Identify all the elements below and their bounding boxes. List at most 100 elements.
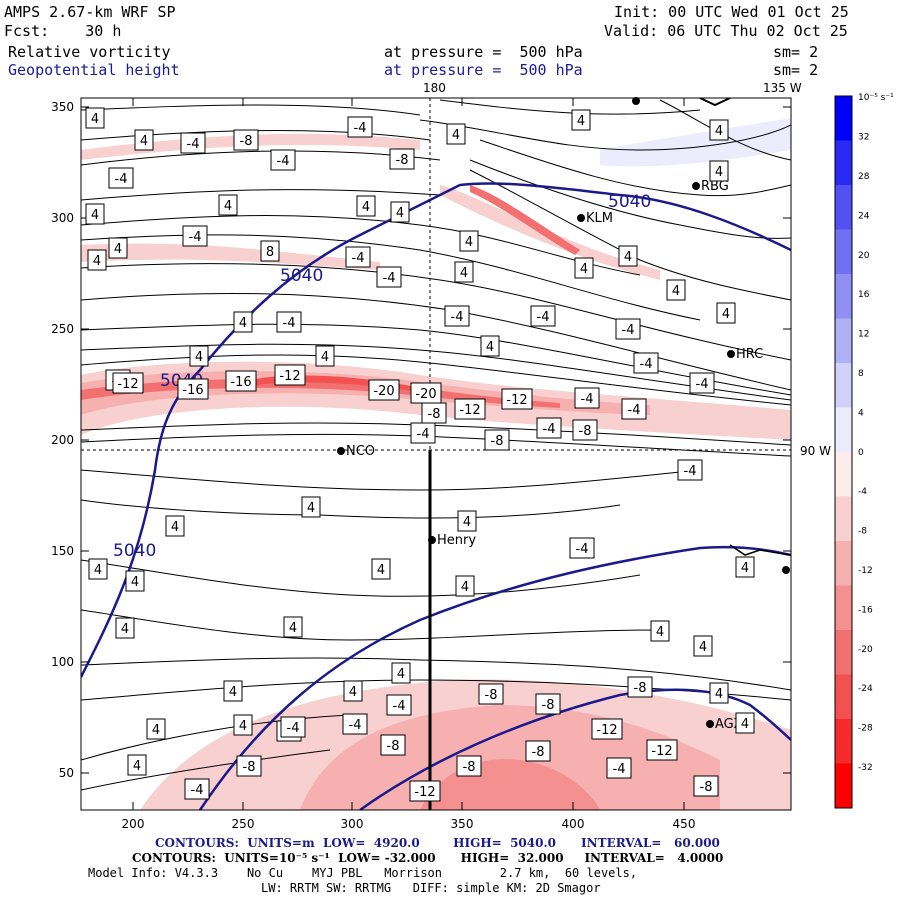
vorticity-label: -12 bbox=[501, 388, 533, 410]
vorticity-label-text: 4 bbox=[307, 501, 315, 516]
vorticity-label: -8 bbox=[233, 129, 259, 151]
height-label: 5040 bbox=[280, 266, 323, 286]
vorticity-label-box bbox=[182, 225, 208, 247]
vorticity-label-text: 4 bbox=[91, 112, 99, 127]
vorticity-label: -8 bbox=[484, 429, 510, 451]
station-marker bbox=[782, 566, 790, 574]
vorticity-label-box bbox=[301, 496, 321, 518]
vorticity-label: -4 bbox=[444, 305, 470, 327]
vorticity-label: 4 bbox=[391, 662, 411, 684]
vorticity-label: 4 bbox=[709, 682, 729, 704]
vorticity-label: 4 bbox=[480, 335, 500, 357]
vorticity-label-box bbox=[484, 429, 510, 451]
colorbar-level: 20 bbox=[858, 251, 870, 261]
vorticity-label-text: -8 bbox=[532, 745, 545, 760]
colorbar-level: -32 bbox=[858, 763, 873, 773]
colorbar-level: -20 bbox=[858, 645, 873, 655]
x-tick-label: 250 bbox=[232, 817, 255, 831]
colorbar-swatch bbox=[835, 185, 852, 230]
vorticity-label-text: -4 bbox=[277, 154, 290, 169]
vorticity-label-text: -12 bbox=[596, 723, 617, 738]
coastline bbox=[699, 98, 731, 107]
footer-model-info: Model Info: V4.3.3 No Cu MYJ PBL Morriso… bbox=[88, 866, 638, 880]
colorbar-frame bbox=[834, 95, 853, 809]
vorticity-label-box bbox=[218, 194, 238, 216]
x-tick-label: 300 bbox=[341, 817, 364, 831]
vorticity-label: 4 bbox=[735, 556, 755, 578]
vorticity-label-box bbox=[574, 387, 600, 409]
station-marker bbox=[706, 720, 714, 728]
vorticity-label: -4 bbox=[184, 778, 210, 800]
vorticity-label-text: 4 bbox=[349, 685, 357, 700]
vorticity-label-text: 4 bbox=[91, 208, 99, 223]
vorticity-label: 4 bbox=[666, 279, 686, 301]
vorticity-label: -4 bbox=[615, 318, 641, 340]
vorticity-label-box bbox=[457, 510, 477, 532]
vorticity-label: 4 bbox=[650, 620, 670, 642]
vorticity-label-text: -4 bbox=[287, 721, 300, 736]
lon-90w-label: 90 W bbox=[800, 444, 831, 458]
vorticity-label-text: -8 bbox=[542, 698, 555, 713]
colorbar-level: 28 bbox=[858, 172, 870, 182]
model-title: AMPS 2.67-km WRF SP bbox=[4, 3, 176, 21]
vorticity-label-box bbox=[223, 680, 243, 702]
vorticity-label-box bbox=[376, 266, 402, 288]
vorticity-label-box bbox=[342, 713, 368, 735]
vorticity-label-text: -8 bbox=[387, 739, 400, 754]
vorticity-label-box bbox=[165, 515, 185, 537]
lon-180-label: 180 bbox=[423, 81, 446, 95]
y-tick-label: 50 bbox=[59, 766, 74, 780]
vorticity-label-text: 4 bbox=[171, 520, 179, 535]
vorticity-label-box bbox=[85, 107, 105, 129]
vorticity-label-box bbox=[455, 575, 475, 597]
vorticity-label: -8 bbox=[572, 419, 598, 441]
vorticity-label-box bbox=[709, 160, 729, 182]
station-marker bbox=[727, 350, 735, 358]
vorticity-label-text: 4 bbox=[93, 254, 101, 269]
vorticity-label: -4 bbox=[621, 398, 647, 420]
vorticity-label: 4 bbox=[233, 714, 253, 736]
vorticity-label-text: 4 bbox=[672, 284, 680, 299]
vorticity-label-box bbox=[446, 123, 466, 145]
vorticity-label-box bbox=[735, 712, 755, 734]
coastline-east bbox=[729, 544, 791, 556]
vorticity-label: -4 bbox=[677, 459, 703, 481]
vorticity-label-box bbox=[343, 680, 363, 702]
vorticity-label-box bbox=[569, 537, 595, 559]
vorticity-label: 4 bbox=[127, 754, 147, 776]
vorticity-label: 4 bbox=[457, 510, 477, 532]
y-tick-label: 200 bbox=[51, 433, 74, 447]
station-marker bbox=[692, 182, 700, 190]
vorticity-label-box bbox=[127, 754, 147, 776]
vorticity-label: 4 bbox=[459, 230, 479, 252]
vorticity-label-box bbox=[274, 364, 306, 386]
vorticity-label-box bbox=[283, 616, 303, 638]
vorticity-label-text: 4 bbox=[486, 340, 494, 355]
y-tick-label: 150 bbox=[51, 544, 74, 558]
station-marker bbox=[577, 214, 585, 222]
vorticity-label: -12 bbox=[409, 780, 441, 802]
vorticity-label-text: 4 bbox=[452, 128, 460, 143]
vorticity-label-text: -20 bbox=[415, 387, 436, 402]
vorticity-label-box bbox=[618, 245, 638, 267]
x-tick-label: 400 bbox=[562, 817, 585, 831]
vorticity-label: -12 bbox=[591, 718, 623, 740]
vorticity-label: -8 bbox=[456, 755, 482, 777]
vorticity-label: -4 bbox=[536, 417, 562, 439]
vorticity-label-text: 4 bbox=[722, 307, 730, 322]
vorticity-label: -12 bbox=[454, 398, 486, 420]
forecast-hour: Fcst: 30 h bbox=[4, 22, 122, 40]
vorticity-label-box bbox=[85, 203, 105, 225]
vorticity-label-text: -4 bbox=[537, 310, 550, 325]
vorticity-label-box bbox=[410, 382, 442, 404]
vorticity-label-text: 4 bbox=[114, 242, 122, 257]
vorticity-label-text: -4 bbox=[576, 542, 589, 557]
vorticity-label-box bbox=[390, 201, 410, 223]
vorticity-label: -8 bbox=[627, 676, 653, 698]
vorticity-label-text: 4 bbox=[140, 134, 148, 149]
vorticity-label-box bbox=[177, 378, 209, 400]
vorticity-label-text: -8 bbox=[491, 434, 504, 449]
colorbar-level: 4 bbox=[858, 408, 864, 418]
